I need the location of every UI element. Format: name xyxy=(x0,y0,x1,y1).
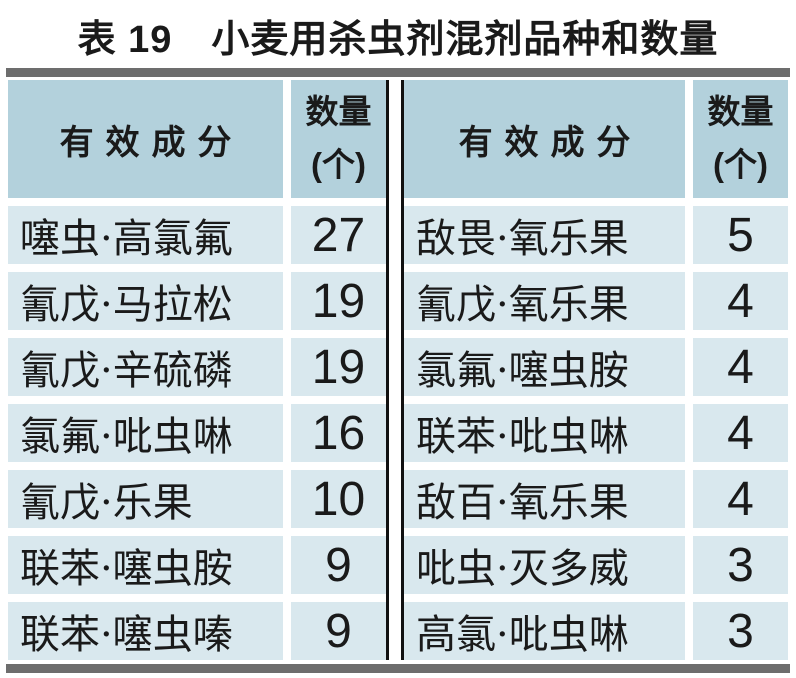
ingredient-cell: 氰戊·乐果 xyxy=(8,470,283,528)
quantity-cell: 10 xyxy=(291,470,386,528)
quantity-cell: 5 xyxy=(693,206,788,264)
center-divider-gap xyxy=(389,80,401,660)
table-row: 氯氟·吡虫啉 16 xyxy=(8,404,386,462)
quantity-cell: 9 xyxy=(291,602,386,660)
table-row: 氰戊·辛硫磷 19 xyxy=(8,338,386,396)
table-row: 噻虫·高氯氟 27 xyxy=(8,206,386,264)
table-row: 氯氟·噻虫胺 4 xyxy=(404,338,788,396)
table-row: 吡虫·灭多威 3 xyxy=(404,536,788,594)
quantity-cell: 3 xyxy=(693,602,788,660)
ingredient-cell: 氰戊·氧乐果 xyxy=(404,272,685,330)
table-left-half: 有效成分 数量 (个) 噻虫·高氯氟 27 氰戊·马拉松 19 氰戊·辛硫磷 1… xyxy=(8,80,389,660)
ingredient-header-cell: 有效成分 xyxy=(404,80,685,198)
quantity-cell: 3 xyxy=(693,536,788,594)
bottom-rule-bar xyxy=(6,664,790,673)
quantity-header-cell: 数量 (个) xyxy=(693,80,788,198)
quantity-cell: 19 xyxy=(291,338,386,396)
table-row: 联苯·噻虫嗪 9 xyxy=(8,602,386,660)
quantity-cell: 9 xyxy=(291,536,386,594)
ingredient-cell: 氯氟·噻虫胺 xyxy=(404,338,685,396)
table-title: 表 19 小麦用杀虫剂混剂品种和数量 xyxy=(77,19,719,61)
top-rule-bar xyxy=(6,68,790,77)
header-row: 有效成分 数量 (个) xyxy=(8,80,386,198)
quantity-header-line2: (个) xyxy=(713,146,768,183)
table-row: 联苯·噻虫胺 9 xyxy=(8,536,386,594)
ingredient-cell: 联苯·噻虫胺 xyxy=(8,536,283,594)
table-row: 敌畏·氧乐果 5 xyxy=(404,206,788,264)
ingredient-cell: 敌畏·氧乐果 xyxy=(404,206,685,264)
header-row: 有效成分 数量 (个) xyxy=(404,80,788,198)
quantity-cell: 4 xyxy=(693,470,788,528)
table-row: 联苯·吡虫啉 4 xyxy=(404,404,788,462)
quantity-cell: 16 xyxy=(291,404,386,462)
quantity-header-line2: (个) xyxy=(311,146,366,183)
ingredient-cell: 敌百·氧乐果 xyxy=(404,470,685,528)
ingredient-cell: 联苯·吡虫啉 xyxy=(404,404,685,462)
quantity-header-line1: 数量 xyxy=(305,93,372,131)
table-row: 氰戊·氧乐果 4 xyxy=(404,272,788,330)
quantity-cell: 4 xyxy=(693,404,788,462)
quantity-cell: 19 xyxy=(291,272,386,330)
ingredient-cell: 吡虫·灭多威 xyxy=(404,536,685,594)
quantity-header-line1: 数量 xyxy=(707,93,774,131)
ingredient-cell: 氰戊·马拉松 xyxy=(8,272,283,330)
table-right-half: 有效成分 数量 (个) 敌畏·氧乐果 5 氰戊·氧乐果 4 氯氟·噻虫胺 4 联… xyxy=(401,80,788,660)
ingredient-header-cell: 有效成分 xyxy=(8,80,283,198)
quantity-header-cell: 数量 (个) xyxy=(291,80,386,198)
table-row: 氰戊·乐果 10 xyxy=(8,470,386,528)
quantity-cell: 4 xyxy=(693,272,788,330)
table-row: 氰戊·马拉松 19 xyxy=(8,272,386,330)
quantity-cell: 27 xyxy=(291,206,386,264)
ingredient-cell: 噻虫·高氯氟 xyxy=(8,206,283,264)
quantity-cell: 4 xyxy=(693,338,788,396)
pesticide-mixture-table: 有效成分 数量 (个) 噻虫·高氯氟 27 氰戊·马拉松 19 氰戊·辛硫磷 1… xyxy=(8,80,788,660)
ingredient-cell: 氰戊·辛硫磷 xyxy=(8,338,283,396)
ingredient-cell: 联苯·噻虫嗪 xyxy=(8,602,283,660)
ingredient-cell: 氯氟·吡虫啉 xyxy=(8,404,283,462)
table-row: 高氯·吡虫啉 3 xyxy=(404,602,788,660)
ingredient-cell: 高氯·吡虫啉 xyxy=(404,602,685,660)
table-row: 敌百·氧乐果 4 xyxy=(404,470,788,528)
